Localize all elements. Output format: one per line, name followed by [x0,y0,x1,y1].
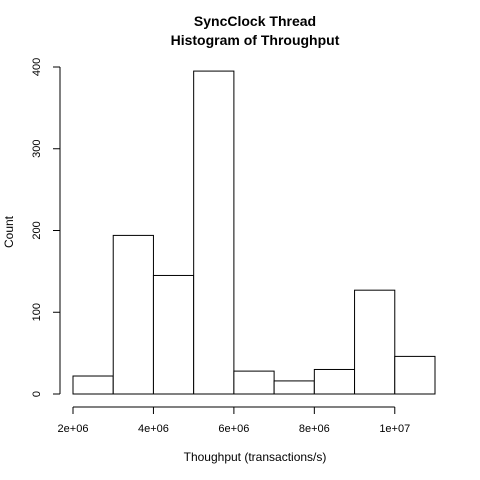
histogram-bar-5 [233,370,275,395]
histogram-bar-1 [72,375,114,395]
histogram-bar-9 [394,355,436,395]
histogram-bar-2 [112,234,154,395]
bars-group [72,70,436,395]
x-tick-label-4: 8e+06 [299,423,330,435]
histogram-bar-7 [313,368,356,395]
x-tick-label-3: 6e+06 [218,423,249,435]
histogram-bar-4 [193,70,235,395]
histogram-bar-8 [354,289,396,395]
x-tick-label-1: 2e+06 [58,423,89,435]
chart-subtitle: Histogram of Throughput [171,32,340,48]
y-tick-label-3: 200 [31,221,43,239]
x-tick-label-5: 1e+07 [379,423,410,435]
histogram-bar-6 [273,380,315,395]
y-tick-label-2: 100 [31,303,43,321]
y-tick-label-4: 300 [31,140,43,158]
y-axis-label: Count [2,215,16,248]
x-axis: 2e+06 4e+06 6e+06 8e+06 1e+07 [58,406,410,435]
y-axis: 0 100 200 300 400 [31,58,61,397]
y-tick-label-5: 400 [31,58,43,76]
chart-title: SyncClock Thread [194,13,316,29]
histogram-bar-3 [152,274,195,395]
x-tick-label-2: 4e+06 [138,423,169,435]
y-tick-label-1: 0 [31,391,43,397]
x-axis-label: Thoughput (transactions/s) [184,450,327,464]
